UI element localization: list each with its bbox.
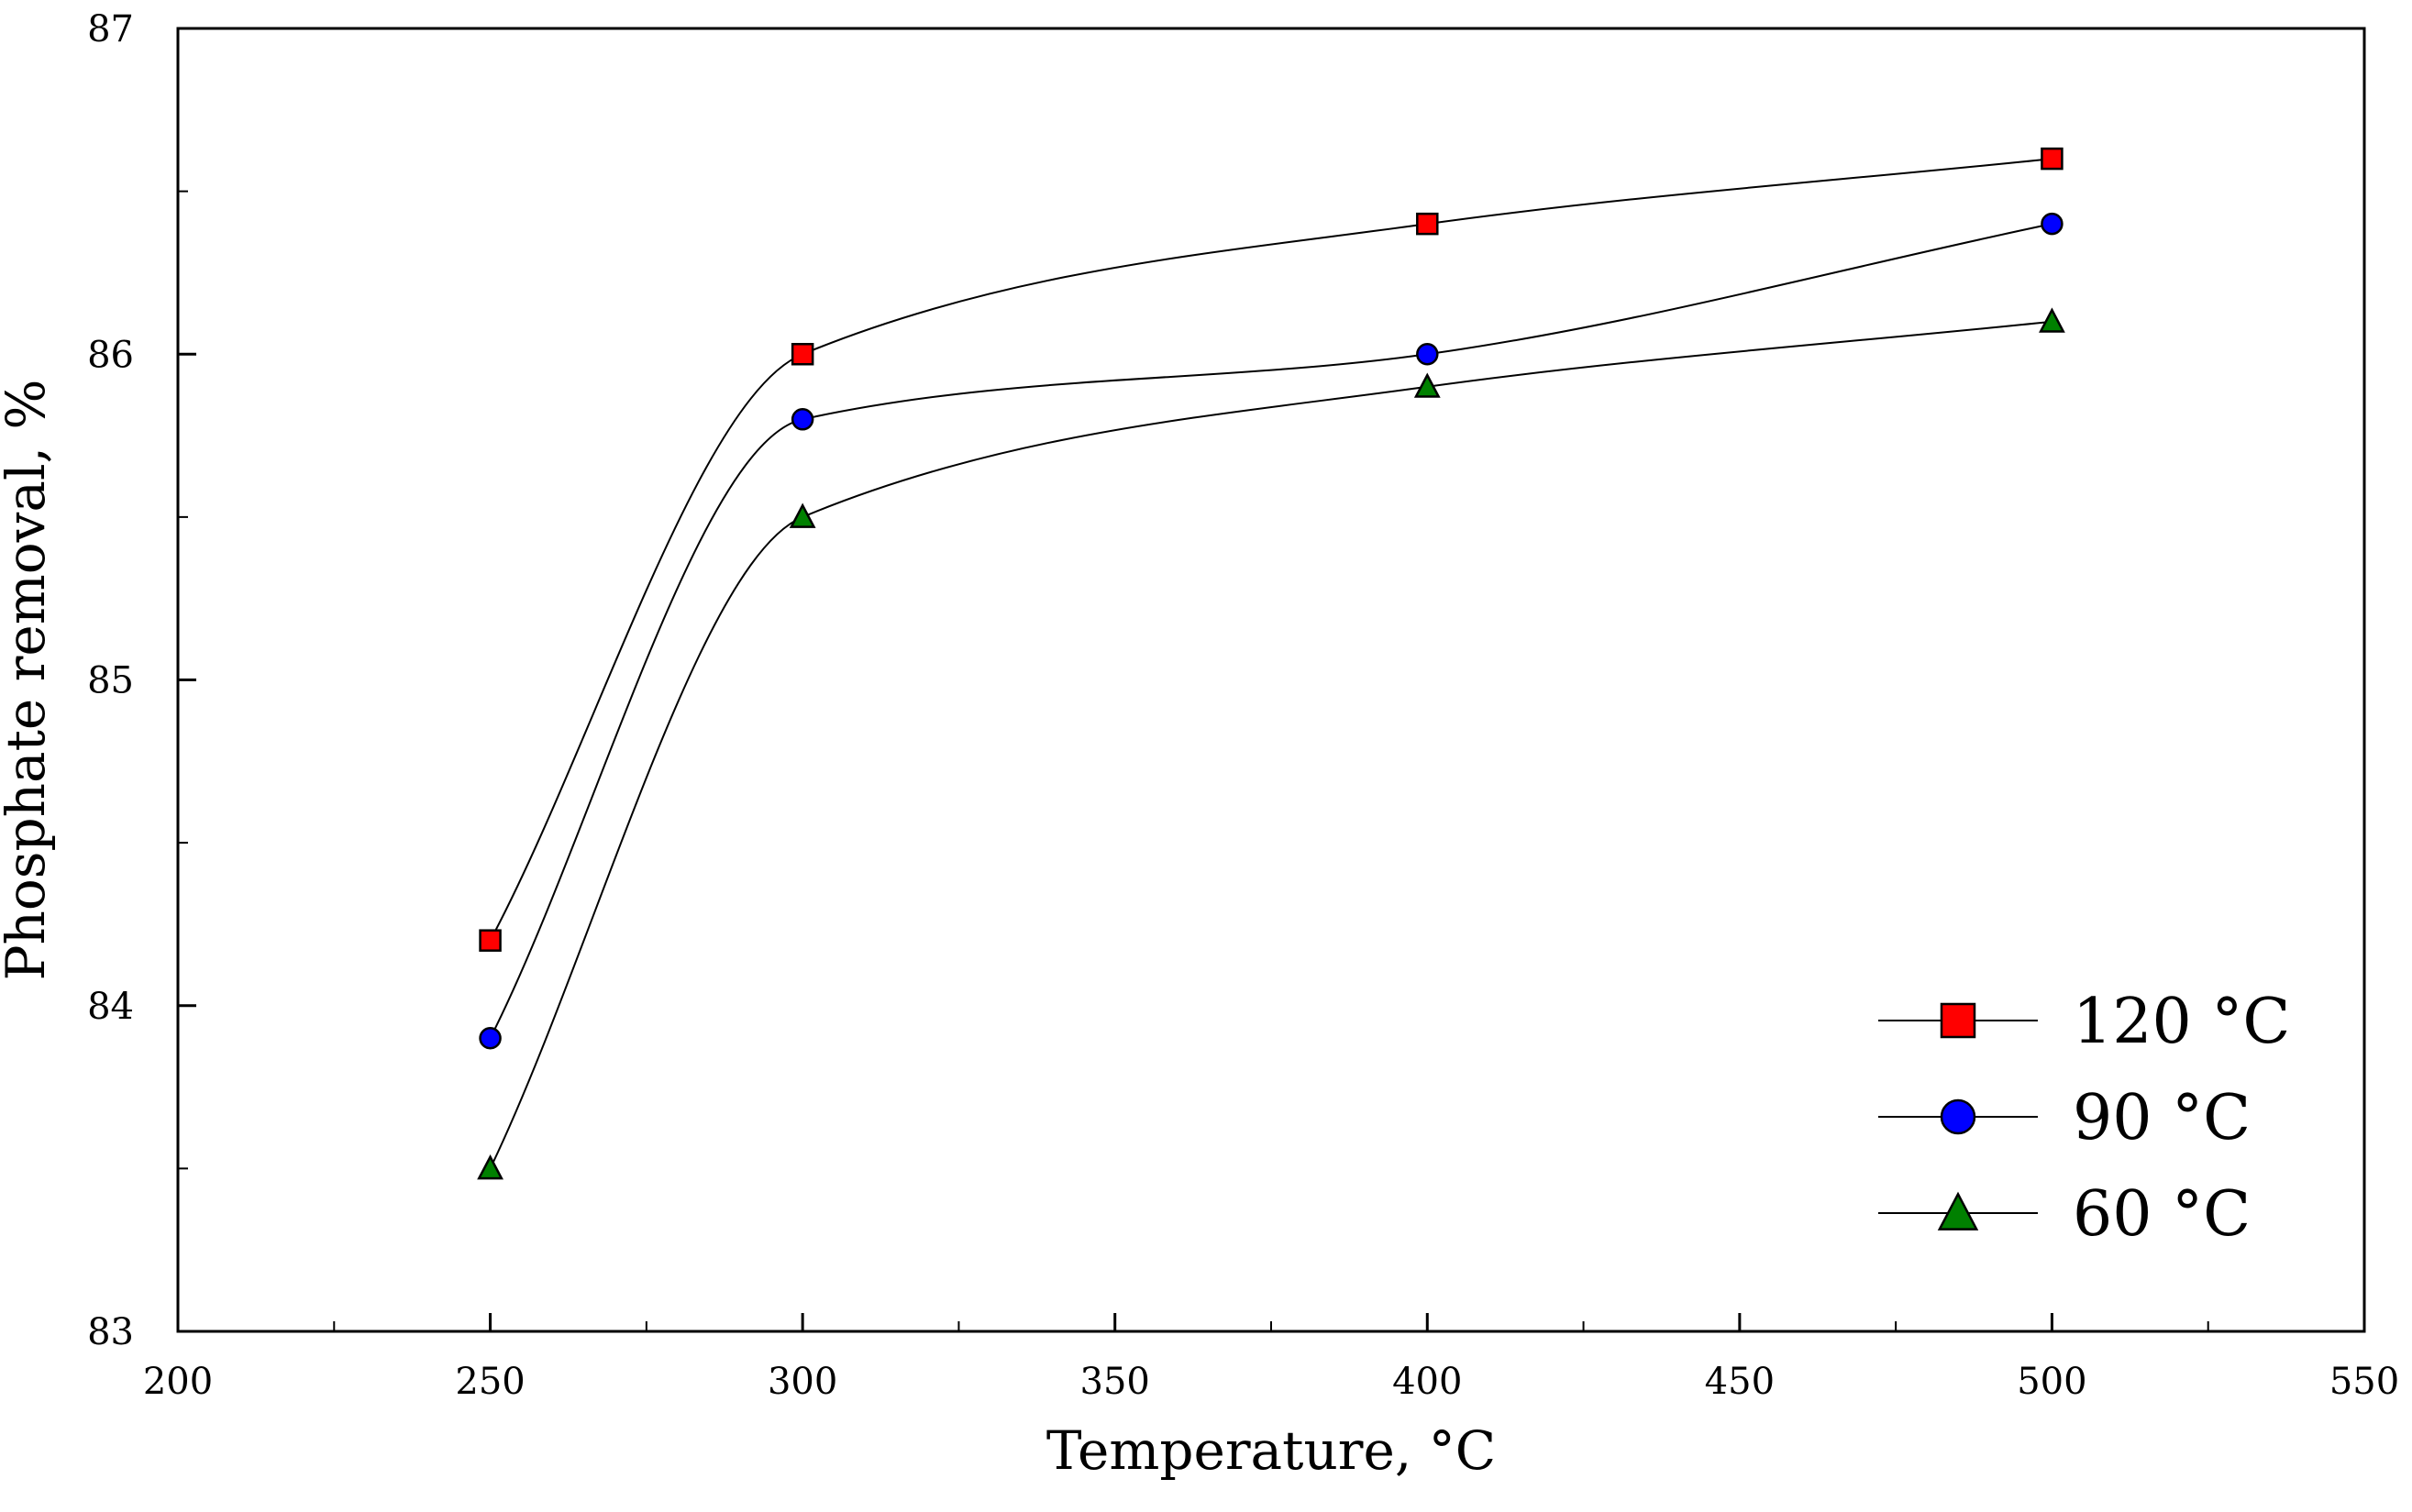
y-axis-title: Phosphate removal, %	[0, 379, 57, 980]
data-point-square	[791, 343, 814, 366]
axes: 200 250 300 350 400 450 500 550 83 84 85 86 87	[87, 8, 2399, 1403]
series-markers	[477, 147, 2065, 1180]
series-line-triangle	[489, 320, 2052, 1169]
data-point-circle	[1416, 343, 1439, 366]
y-tick-label: 83	[87, 1311, 134, 1353]
legend-marker-circle	[1940, 1098, 1976, 1135]
x-tick-label: 550	[2329, 1361, 2399, 1403]
data-point-circle	[2041, 212, 2063, 236]
y-tick-label: 86	[87, 334, 134, 376]
x-tick-label: 400	[1392, 1361, 1462, 1403]
data-point-circle	[479, 1027, 502, 1050]
y-tick-label: 84	[87, 986, 134, 1028]
legend-marker-triangle	[1937, 1191, 1979, 1231]
data-point-triangle	[789, 502, 816, 528]
x-tick-label: 450	[1705, 1361, 1775, 1403]
data-point-square	[2041, 147, 2063, 171]
y-axis-ticks: 83 84 85 86 87	[87, 8, 196, 1353]
x-tick-label: 250	[455, 1361, 525, 1403]
x-tick-label: 200	[143, 1361, 213, 1403]
data-point-circle	[791, 408, 814, 431]
x-axis-ticks: 200 250 300 350 400 450 500 550	[143, 1313, 2399, 1403]
data-point-square	[479, 929, 502, 952]
x-tick-label: 300	[768, 1361, 837, 1403]
x-tick-label: 500	[2017, 1361, 2086, 1403]
legend-marker-square	[1940, 1002, 1976, 1039]
data-point-triangle	[2039, 307, 2065, 333]
y-tick-label: 85	[87, 660, 134, 702]
series-curves	[489, 158, 2052, 1169]
x-tick-label: 350	[1080, 1361, 1150, 1403]
legend: 120 °C 90 °C 60 °C	[1878, 986, 2290, 1251]
data-point-triangle	[1413, 372, 1441, 398]
series-line-circle	[489, 223, 2052, 1039]
y-tick-label: 87	[87, 8, 134, 50]
series-line-square	[489, 158, 2052, 942]
data-point-triangle	[477, 1154, 503, 1180]
x-axis-title: Temperature, °C	[1046, 1419, 1496, 1482]
data-point-square	[1416, 212, 1439, 236]
legend-label-circle: 90 °C	[2073, 1082, 2251, 1154]
legend-label-square: 120 °C	[2073, 986, 2290, 1058]
legend-label-triangle: 60 °C	[2073, 1178, 2251, 1251]
